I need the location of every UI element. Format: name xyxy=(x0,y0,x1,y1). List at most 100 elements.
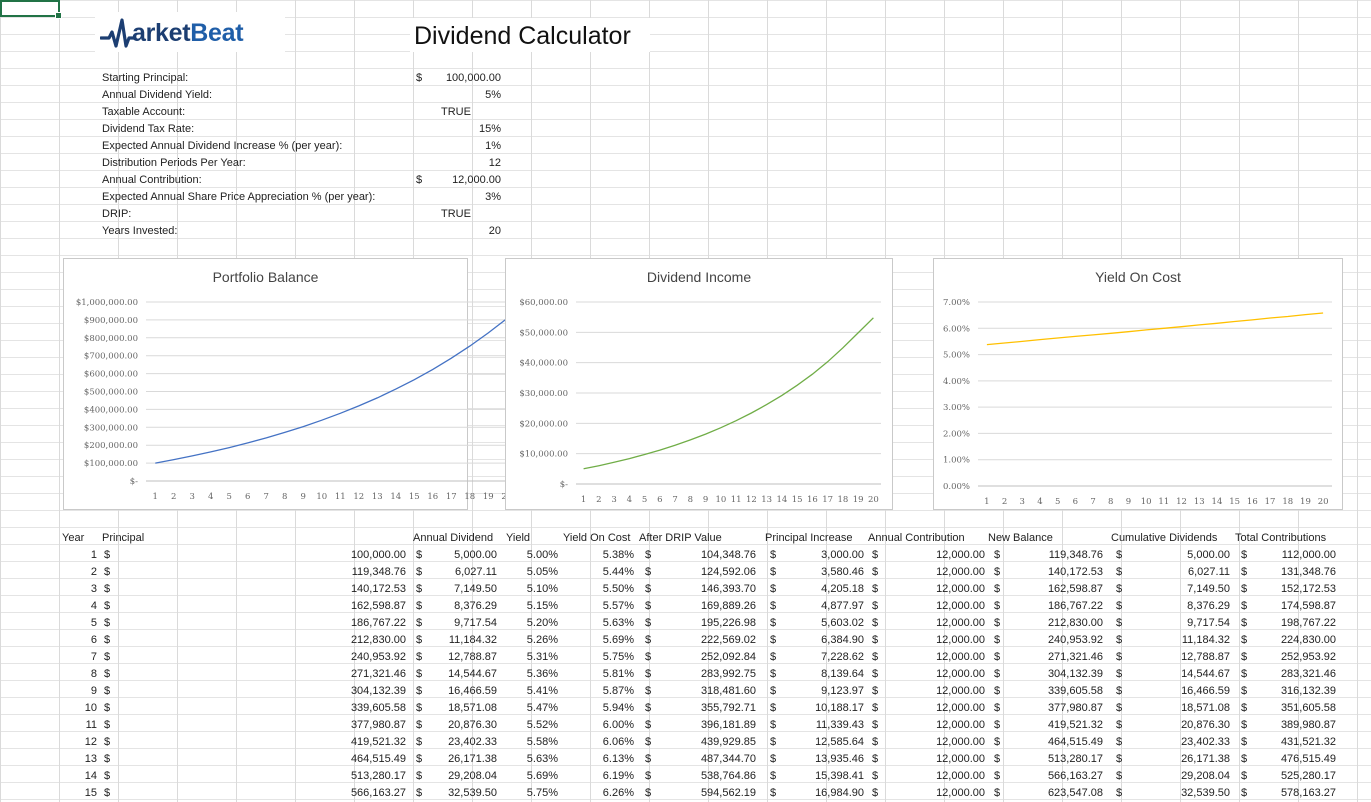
table-cell[interactable]: 5.58% xyxy=(526,736,558,748)
table-cell[interactable]: 6,027.11 xyxy=(454,566,497,578)
table-cell[interactable]: 419,521.32 xyxy=(1047,719,1103,731)
table-cell[interactable]: 351,605.58 xyxy=(1280,702,1336,714)
table-cell[interactable]: 3,000.00 xyxy=(821,549,864,561)
table-cell[interactable]: 5.36% xyxy=(526,668,558,680)
table-cell[interactable]: 12,000.00 xyxy=(936,702,985,714)
table-cell[interactable]: 283,321.46 xyxy=(1280,668,1336,680)
table-cell[interactable]: 5.94% xyxy=(602,702,634,714)
table-cell[interactable]: 5,000.00 xyxy=(454,549,497,561)
table-cell[interactable]: 5.05% xyxy=(526,566,558,578)
input-value-cell[interactable]: 15% xyxy=(478,123,501,135)
table-cell[interactable]: 16,466.59 xyxy=(1181,685,1230,697)
table-cell[interactable]: 5.63% xyxy=(526,753,558,765)
table-cell[interactable]: 14,544.67 xyxy=(448,668,497,680)
table-cell[interactable]: 29,208.04 xyxy=(1181,770,1230,782)
table-cell[interactable]: 9,123.97 xyxy=(821,685,864,697)
table-cell[interactable]: 5.41% xyxy=(526,685,558,697)
chart-portfolio-balance[interactable]: Portfolio Balance $- $100,000.00 $200,000.0… xyxy=(63,258,516,510)
input-value-cell[interactable]: 100,000.00 xyxy=(445,72,501,84)
table-cell[interactable]: 464,515.49 xyxy=(1047,736,1103,748)
table-cell[interactable]: 12,000.00 xyxy=(936,634,985,646)
table-cell[interactable]: 304,132.39 xyxy=(350,685,406,697)
table-cell[interactable]: 174,598.87 xyxy=(1280,600,1336,612)
series-line[interactable] xyxy=(155,318,508,464)
table-cell[interactable]: 513,280.17 xyxy=(350,770,406,782)
table-cell[interactable]: 377,980.87 xyxy=(1047,702,1103,714)
table-cell[interactable]: 9,717.54 xyxy=(1187,617,1230,629)
table-cell[interactable]: 240,953.92 xyxy=(1047,634,1103,646)
table-cell[interactable]: 23,402.33 xyxy=(448,736,497,748)
input-value-cell[interactable]: 5% xyxy=(485,89,501,101)
column-header[interactable]: Principal Increase xyxy=(765,532,853,544)
table-cell[interactable]: 12,788.87 xyxy=(448,651,497,663)
input-value-cell[interactable]: 1% xyxy=(485,140,501,152)
table-cell[interactable]: 12,000.00 xyxy=(936,685,985,697)
table-cell[interactable]: 12,000.00 xyxy=(936,753,985,765)
table-cell[interactable]: 439,929.85 xyxy=(700,736,756,748)
table-cell[interactable]: 146,393.70 xyxy=(700,583,756,595)
table-cell[interactable]: 525,280.17 xyxy=(1280,770,1336,782)
table-cell[interactable]: 26,171.38 xyxy=(448,753,497,765)
table-cell[interactable]: 5.26% xyxy=(526,634,558,646)
table-cell[interactable]: 32,539.50 xyxy=(448,787,497,799)
table-cell[interactable]: 186,767.22 xyxy=(1047,600,1103,612)
table-cell[interactable]: 12,000.00 xyxy=(936,566,985,578)
table-cell[interactable]: 12,000.00 xyxy=(936,787,985,799)
table-cell[interactable]: 29,208.04 xyxy=(448,770,497,782)
column-header[interactable]: After DRIP Value xyxy=(639,532,722,544)
table-cell[interactable]: 12,000.00 xyxy=(936,549,985,561)
input-value-cell[interactable]: 20 xyxy=(488,225,501,237)
year-cell[interactable]: 3 xyxy=(90,583,97,595)
year-cell[interactable]: 9 xyxy=(90,685,97,697)
column-header[interactable]: Annual Dividend xyxy=(413,532,494,544)
table-cell[interactable]: 5.75% xyxy=(526,787,558,799)
table-cell[interactable]: 124,592.06 xyxy=(700,566,756,578)
table-cell[interactable]: 304,132.39 xyxy=(1047,668,1103,680)
table-cell[interactable]: 252,953.92 xyxy=(1280,651,1336,663)
year-cell[interactable]: 13 xyxy=(84,753,97,765)
table-cell[interactable]: 6.06% xyxy=(602,736,634,748)
table-cell[interactable]: 26,171.38 xyxy=(1181,753,1230,765)
table-cell[interactable]: 12,000.00 xyxy=(936,719,985,731)
table-cell[interactable]: 7,149.50 xyxy=(454,583,497,595)
selected-cell-a1[interactable] xyxy=(0,0,62,19)
column-header[interactable]: Total Contributions xyxy=(1235,532,1327,544)
table-cell[interactable]: 5.20% xyxy=(526,617,558,629)
input-value-cell[interactable]: 12,000.00 xyxy=(452,174,501,186)
table-cell[interactable]: 318,481.60 xyxy=(700,685,756,697)
table-cell[interactable]: 566,163.27 xyxy=(350,787,406,799)
table-cell[interactable]: 162,598.87 xyxy=(1047,583,1103,595)
table-cell[interactable]: 513,280.17 xyxy=(1047,753,1103,765)
table-cell[interactable]: 5.44% xyxy=(602,566,634,578)
chart-yield-on-cost[interactable]: Yield On Cost 0.00% 1.00% 2.00% 3.00% 4.00% 5.… xyxy=(933,258,1343,510)
table-cell[interactable]: 5.10% xyxy=(526,583,558,595)
table-cell[interactable]: 5.69% xyxy=(526,770,558,782)
table-cell[interactable]: 5.50% xyxy=(602,583,634,595)
table-cell[interactable]: 119,348.76 xyxy=(351,566,406,578)
table-cell[interactable]: 12,000.00 xyxy=(936,583,985,595)
table-cell[interactable]: 18,571.08 xyxy=(1181,702,1230,714)
year-cell[interactable]: 2 xyxy=(90,566,97,578)
table-cell[interactable]: 538,764.86 xyxy=(700,770,756,782)
table-cell[interactable]: 12,000.00 xyxy=(936,736,985,748)
table-cell[interactable]: 5.81% xyxy=(602,668,634,680)
table-cell[interactable]: 162,598.87 xyxy=(350,600,406,612)
table-cell[interactable]: 15,398.41 xyxy=(815,770,864,782)
table-cell[interactable]: 5.38% xyxy=(602,549,634,561)
table-cell[interactable]: 198,767.22 xyxy=(1280,617,1336,629)
table-cell[interactable]: 100,000.00 xyxy=(350,549,406,561)
table-cell[interactable]: 104,348.76 xyxy=(700,549,756,561)
table-cell[interactable]: 23,402.33 xyxy=(1181,736,1230,748)
table-cell[interactable]: 252,092.84 xyxy=(700,651,756,663)
input-value-cell[interactable]: 12 xyxy=(488,157,501,169)
table-cell[interactable]: 12,585.64 xyxy=(815,736,864,748)
year-cell[interactable]: 6 xyxy=(90,634,97,646)
table-cell[interactable]: 20,876.30 xyxy=(448,719,497,731)
input-value-cell[interactable]: TRUE xyxy=(441,208,471,220)
table-cell[interactable]: 169,889.26 xyxy=(700,600,756,612)
table-cell[interactable]: 7,228.62 xyxy=(821,651,864,663)
year-cell[interactable]: 7 xyxy=(90,651,97,663)
table-cell[interactable]: 10,188.17 xyxy=(815,702,864,714)
table-cell[interactable]: 283,992.75 xyxy=(700,668,756,680)
year-cell[interactable]: 5 xyxy=(90,617,97,629)
